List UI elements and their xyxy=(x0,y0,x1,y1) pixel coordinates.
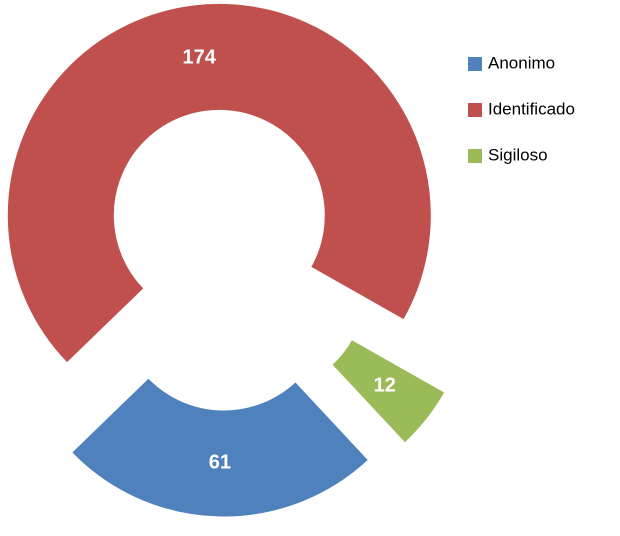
data-label: 61 xyxy=(209,452,231,474)
legend-label: Identificado xyxy=(488,99,575,118)
legend-label: Sigiloso xyxy=(488,145,548,164)
doughnut-segment xyxy=(6,2,432,364)
legend-swatch xyxy=(468,57,482,71)
doughnut-segment xyxy=(331,338,446,444)
legend-swatch xyxy=(468,149,482,163)
data-label: 174 xyxy=(182,46,216,68)
legend-label: Anonimo xyxy=(488,53,555,72)
legend-swatch xyxy=(468,103,482,117)
data-label: 12 xyxy=(374,374,396,396)
doughnut-segment xyxy=(70,377,370,518)
